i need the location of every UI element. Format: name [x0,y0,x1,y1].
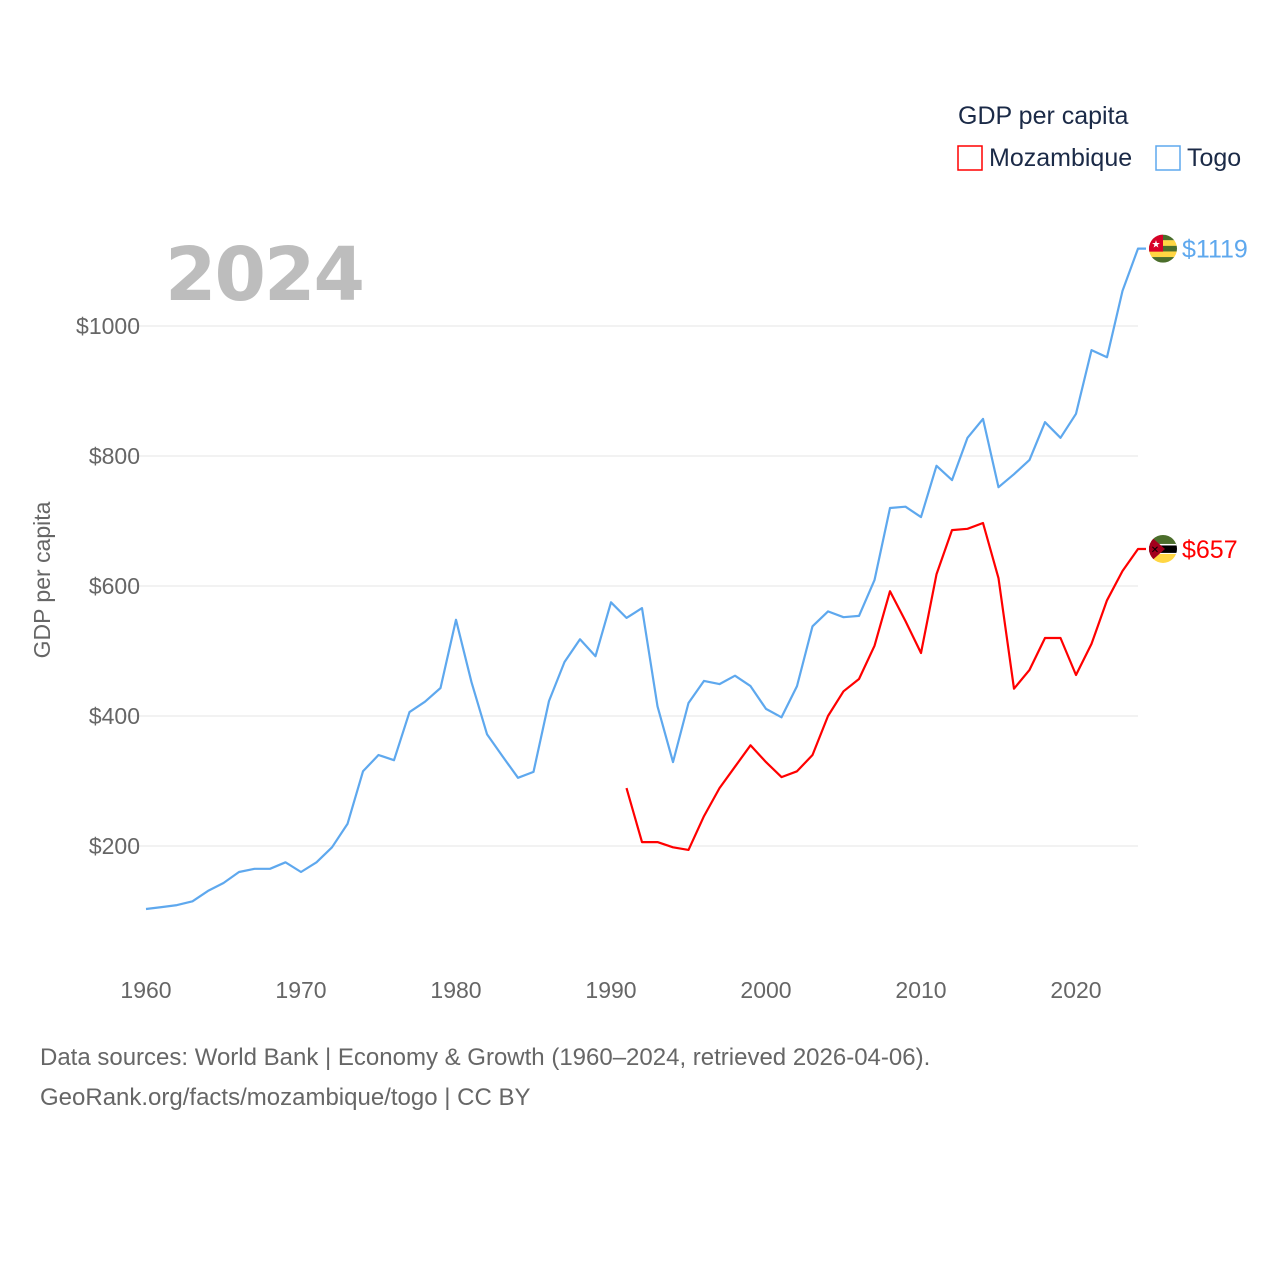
svg-text:★: ★ [1152,240,1161,251]
svg-text:✕: ✕ [1151,545,1159,556]
legend-swatch-mozambique [957,145,983,171]
y-tick-label: $800 [89,443,140,469]
end-label-togo: $1119 [1182,236,1248,264]
legend-label-togo: Togo [1187,144,1241,172]
y-axis-label: GDP per capita [29,501,55,658]
legend-title: GDP per capita [958,102,1129,130]
y-tick-label: $400 [89,703,140,729]
legend-item-togo[interactable]: Togo [1155,144,1241,172]
togo-flag-icon: ★ [1149,234,1177,263]
end-label-mozambique: $657 [1182,536,1238,564]
mozambique-flag-icon: ✕ [1149,534,1177,563]
series-lines [145,247,1146,911]
x-tick-label: 1960 [120,977,171,1003]
gridlines [122,325,1138,847]
footer-sources: Data sources: World Bank | Economy & Gro… [40,1044,931,1071]
x-axis-ticks: 1960 1970 1980 1990 2000 2010 2020 [120,977,1101,1003]
year-label: 2024 [165,232,363,318]
y-axis-ticks: $200 $400 $600 $800 $1000 [76,313,140,859]
x-tick-label: 2000 [740,977,791,1003]
y-tick-label: $600 [89,573,140,599]
legend-item-mozambique[interactable]: Mozambique [957,144,1132,172]
x-tick-label: 1980 [430,977,481,1003]
series-line-mozambique [625,521,1146,852]
legend-swatch-togo [1155,145,1181,171]
series-line-togo [145,247,1146,911]
legend-label-mozambique: Mozambique [989,144,1132,172]
x-tick-label: 2010 [895,977,946,1003]
footer-attribution: GeoRank.org/facts/mozambique/togo | CC B… [40,1084,531,1111]
x-tick-label: 1990 [585,977,636,1003]
x-tick-label: 2020 [1050,977,1101,1003]
end-labels: ✕ $657 ★ $1119 [1149,234,1248,564]
y-tick-label: $200 [89,833,140,859]
y-tick-label: $1000 [76,313,140,339]
x-tick-label: 1970 [275,977,326,1003]
